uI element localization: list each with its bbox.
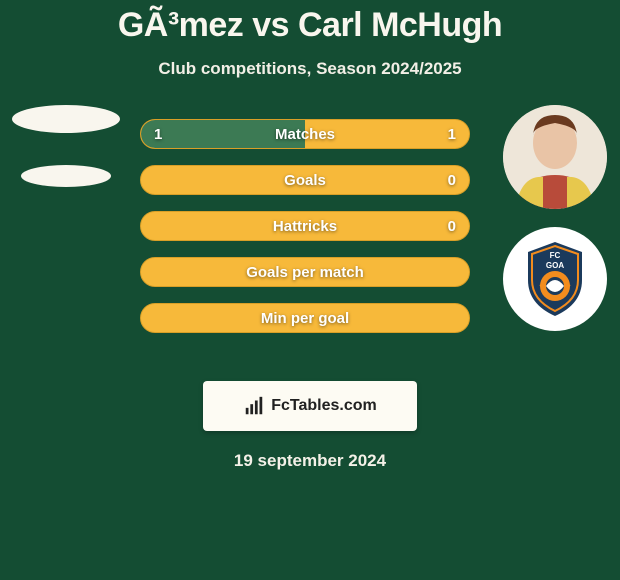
player-avatar-svg [503, 105, 607, 209]
stat-bar-label: Hattricks [140, 211, 470, 241]
stat-bar-label: Goals [140, 165, 470, 195]
brand-badge: FcTables.com [203, 381, 417, 431]
stat-bar-row: Goals0 [140, 165, 470, 195]
bar-chart-icon [243, 395, 265, 417]
brand-text: FcTables.com [271, 397, 377, 415]
club-badge: FC GOA [503, 227, 607, 331]
svg-text:FC: FC [550, 251, 561, 260]
left-player-column [8, 105, 123, 187]
stat-bar-label: Goals per match [140, 257, 470, 287]
right-player-column: FC GOA [500, 105, 610, 331]
stat-bar-value-right: 0 [448, 211, 456, 241]
stat-bar-value-right: 1 [448, 119, 456, 149]
stat-bar-row: Min per goal [140, 303, 470, 333]
club-badge-svg: FC GOA [522, 240, 588, 318]
stat-bar-value-left: 1 [154, 119, 162, 149]
date-text: 19 september 2024 [0, 451, 620, 471]
page-title: GÃ³mez vs Carl McHugh [0, 0, 620, 45]
svg-text:GOA: GOA [546, 261, 564, 270]
placeholder-ellipse-icon [12, 105, 120, 133]
page-subtitle: Club competitions, Season 2024/2025 [0, 59, 620, 79]
stat-bar-value-right: 0 [448, 165, 456, 195]
stat-bar-row: Matches1 1 [140, 119, 470, 149]
player-avatar [503, 105, 607, 209]
stat-bar-label: Min per goal [140, 303, 470, 333]
stat-bar-row: Goals per match [140, 257, 470, 287]
placeholder-ellipse-icon [21, 165, 111, 187]
stat-bars: Matches11Goals0Hattricks0Goals per match… [140, 119, 470, 349]
stat-bar-row: Hattricks0 [140, 211, 470, 241]
stat-bar-label: Matches [140, 119, 470, 149]
stats-area: FC GOA Matches11Goals0Hattricks0Goals pe… [0, 119, 620, 369]
